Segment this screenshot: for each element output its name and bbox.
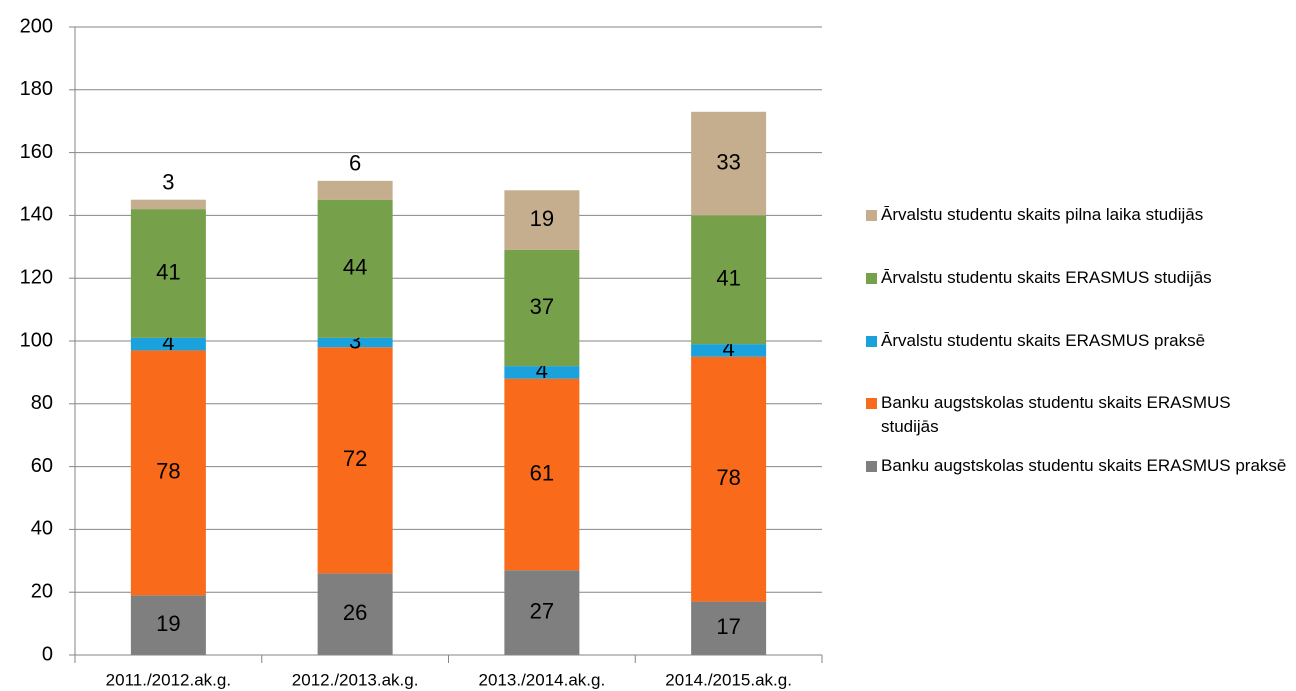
legend-item: Ārvalstu studentu skaits ERASMUS studijā… [866,266,1296,290]
legend-label: Ārvalstu studentu skaits ERASMUS studijā… [881,268,1212,287]
bar-segment [317,337,393,348]
bar-segment [691,111,767,216]
bar-segment [691,344,767,357]
bar-segment [691,215,767,345]
data-label: 26 [343,600,367,625]
data-label: 41 [156,259,180,284]
data-label: 78 [716,465,740,490]
data-label: 19 [530,206,554,231]
bar-segment [691,601,767,655]
legend-swatch [866,336,877,347]
x-tick-label: 2011./2012.ak.g. [106,670,231,689]
data-label: 44 [343,255,367,280]
data-label: 37 [530,294,554,319]
bar-segment [504,570,580,655]
x-tick-label: 2014./2015.ak.g. [665,670,792,689]
legend-item: Banku augstskolas studentu skaits ERASMU… [866,454,1296,478]
data-label: 27 [530,598,554,623]
data-label: 19 [156,611,180,636]
legend-label: Banku augstskolas studentu skaits ERASMU… [881,393,1231,436]
bar-segment [130,199,206,210]
legend-swatch [866,273,877,284]
y-tick-label: 180 [20,78,53,100]
bar-segment [317,199,393,338]
legend-swatch [866,210,877,221]
data-label: 3 [162,170,174,195]
x-tick-label: 2012./2013.ak.g. [292,670,419,689]
y-tick-label: 80 [31,392,53,414]
data-label: 78 [156,459,180,484]
legend-item: Ārvalstu studentu skaits pilna laika stu… [866,203,1296,227]
data-label: 17 [716,614,740,639]
data-label: 72 [343,446,367,471]
y-tick-label: 20 [31,580,53,602]
y-tick-label: 40 [31,518,53,540]
bar-segment [130,595,206,655]
bar-segment [504,249,580,367]
legend-item: Ārvalstu studentu skaits ERASMUS praksē [866,329,1296,353]
bar-segment [130,350,206,596]
bar-segment [504,366,580,379]
legend-item: Banku augstskolas studentu skaits ERASMU… [866,391,1296,439]
legend-label: Ārvalstu studentu skaits ERASMUS praksē [881,331,1206,350]
data-label: 6 [349,151,361,176]
bar-segment [130,337,206,351]
bar-segment [317,347,393,574]
legend-swatch [866,461,877,472]
x-tick-label: 2013./2014.ak.g. [479,670,606,689]
data-label: 61 [530,460,554,485]
legend-label: Ārvalstu studentu skaits pilna laika stu… [881,205,1204,224]
y-tick-label: 160 [20,141,53,163]
data-label: 41 [716,266,740,291]
legend-label: Banku augstskolas studentu skaits ERASMU… [881,456,1287,475]
bar-segment [130,209,206,338]
bar-segment [691,356,767,602]
y-tick-label: 120 [20,266,53,288]
y-tick-label: 100 [20,329,53,351]
bar-segment [317,180,393,200]
legend-swatch [866,398,877,409]
y-tick-label: 0 [42,643,53,665]
y-tick-label: 60 [31,455,53,477]
data-label: 33 [716,149,740,174]
bar-segment [504,190,580,250]
bar-segment [504,378,580,571]
y-tick-label: 200 [20,15,53,37]
bar-segment [317,573,393,655]
y-tick-label: 140 [20,204,53,226]
